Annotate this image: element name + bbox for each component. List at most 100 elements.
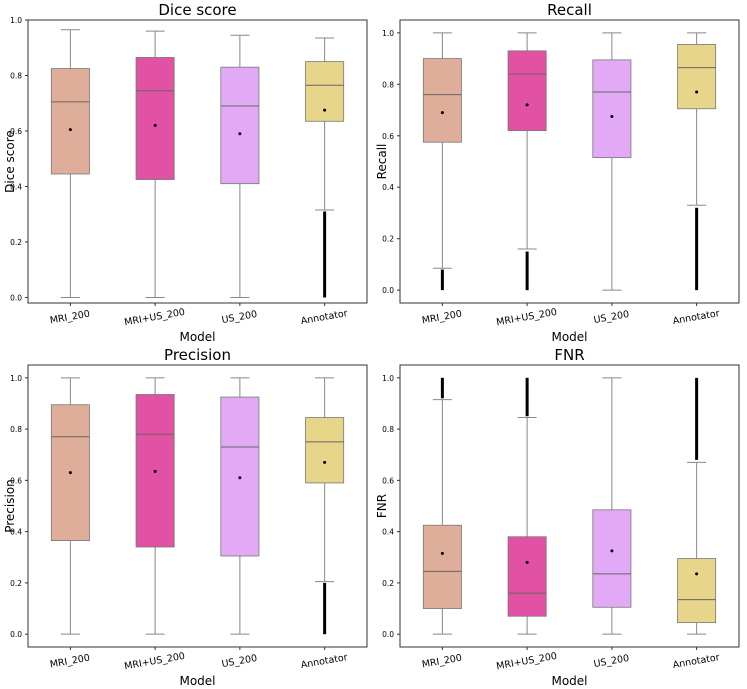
y-axis-label: Dice score bbox=[3, 130, 17, 193]
chart-title: Precision bbox=[164, 346, 231, 364]
mean-marker bbox=[153, 123, 157, 127]
y-tick-label: 0.4 bbox=[10, 182, 22, 191]
box-annotator bbox=[677, 377, 717, 635]
y-tick-label: 0.2 bbox=[382, 579, 394, 588]
box-iqr bbox=[592, 59, 632, 159]
box-annotator bbox=[305, 37, 345, 298]
chart-panel-4: FNR FNR Model 0.0 0.2 0.4 0.6 0.8 1.0 MRI_200 MRI+… bbox=[375, 346, 740, 688]
box-iqr bbox=[422, 524, 462, 609]
x-tick-label: US_200 bbox=[593, 653, 630, 670]
box-iqr bbox=[677, 44, 717, 110]
chart-title: FNR bbox=[554, 346, 584, 364]
box-iqr bbox=[677, 558, 717, 624]
y-tick-label: 0.6 bbox=[382, 132, 394, 141]
box-mri-200 bbox=[422, 32, 462, 291]
x-axis-label: Model bbox=[179, 674, 215, 688]
x-tick-label: Annotator bbox=[300, 308, 349, 327]
box-mri-200 bbox=[50, 377, 90, 635]
chart-title: Dice score bbox=[158, 1, 236, 19]
box-iqr bbox=[422, 58, 462, 143]
x-tick-label: MRI_200 bbox=[49, 309, 91, 327]
plot-frame bbox=[27, 364, 368, 648]
mean-marker bbox=[525, 560, 529, 564]
plot-frame bbox=[399, 364, 740, 648]
x-tick-label: US_200 bbox=[221, 653, 258, 670]
box-us-200 bbox=[220, 34, 260, 298]
y-tick-label: 0.4 bbox=[382, 183, 394, 192]
y-axis-label: Recall bbox=[375, 144, 389, 180]
y-tick-label: 0.6 bbox=[382, 476, 394, 485]
y-tick-label: 0.0 bbox=[382, 630, 394, 639]
mean-marker bbox=[695, 90, 699, 94]
x-tick-label: MRI+US_200 bbox=[495, 307, 557, 329]
y-tick-label: 0.6 bbox=[10, 127, 22, 136]
box-mri-us-200 bbox=[135, 30, 175, 298]
mean-marker bbox=[323, 108, 327, 112]
y-tick-label: 0.4 bbox=[382, 528, 394, 537]
y-tick-label: 0.0 bbox=[10, 630, 22, 639]
x-tick-label: MRI_200 bbox=[421, 653, 463, 671]
box-us-200 bbox=[592, 32, 632, 291]
x-tick-label: MRI_200 bbox=[49, 653, 91, 671]
mean-marker bbox=[440, 551, 444, 555]
mean-marker bbox=[525, 103, 529, 107]
x-axis-label: Model bbox=[551, 330, 587, 344]
box-iqr bbox=[305, 61, 345, 122]
y-tick-label: 0.2 bbox=[382, 235, 394, 244]
mean-marker bbox=[68, 128, 72, 132]
x-tick-label: Annotator bbox=[672, 652, 721, 671]
box-us-200 bbox=[220, 377, 260, 635]
y-tick-label: 0.4 bbox=[10, 528, 22, 537]
x-axis-label: Model bbox=[179, 330, 215, 344]
x-tick-label: MRI+US_200 bbox=[495, 651, 557, 673]
mean-marker bbox=[323, 460, 327, 464]
box-us-200 bbox=[592, 377, 632, 635]
box-iqr bbox=[50, 68, 90, 175]
x-tick-label: MRI_200 bbox=[421, 309, 463, 327]
x-axis-label: Model bbox=[551, 674, 587, 688]
y-tick-label: 1.0 bbox=[382, 374, 394, 383]
box-annotator bbox=[677, 32, 717, 291]
y-tick-label: 0.2 bbox=[10, 579, 22, 588]
y-tick-label: 0.6 bbox=[10, 476, 22, 485]
mean-marker bbox=[153, 469, 157, 473]
mean-marker bbox=[610, 114, 614, 118]
y-tick-label: 1.0 bbox=[10, 374, 22, 383]
y-tick-label: 0.0 bbox=[382, 286, 394, 295]
y-tick-label: 0.8 bbox=[10, 425, 22, 434]
x-tick-label: US_200 bbox=[593, 309, 630, 326]
x-tick-label: MRI+US_200 bbox=[123, 307, 185, 329]
y-tick-label: 0.8 bbox=[10, 71, 22, 80]
mean-marker bbox=[238, 476, 242, 480]
x-tick-label: Annotator bbox=[300, 652, 349, 671]
mean-marker bbox=[440, 111, 444, 115]
mean-marker bbox=[68, 471, 72, 475]
chart-panel-2: Recall Recall Model 0.0 0.2 0.4 0.6 0.8 1.0 MRI_2… bbox=[375, 1, 740, 344]
box-mri-200 bbox=[422, 377, 462, 635]
y-tick-label: 1.0 bbox=[10, 16, 22, 25]
box-iqr bbox=[507, 50, 547, 132]
y-axis-label: FNR bbox=[375, 494, 389, 518]
mean-marker bbox=[238, 132, 242, 136]
box-iqr bbox=[507, 536, 547, 617]
box-iqr bbox=[592, 509, 632, 608]
x-tick-label: US_200 bbox=[221, 309, 258, 326]
box-iqr bbox=[305, 417, 345, 484]
y-tick-label: 0.8 bbox=[382, 425, 394, 434]
box-iqr bbox=[220, 66, 260, 185]
plot-frame bbox=[399, 19, 740, 304]
mean-marker bbox=[695, 572, 699, 576]
chart-title: Recall bbox=[547, 1, 592, 19]
chart-panel-3: Precision Precision Model 0.0 0.2 0.4 0.6 0.8 1.… bbox=[3, 346, 368, 688]
mean-marker bbox=[610, 549, 614, 553]
y-axis-label: Precision bbox=[3, 479, 17, 533]
y-tick-label: 0.2 bbox=[10, 238, 22, 247]
box-iqr bbox=[220, 396, 260, 557]
box-iqr bbox=[135, 57, 175, 180]
box-annotator bbox=[305, 377, 345, 635]
box-mri-us-200 bbox=[507, 377, 547, 635]
chart-panel-1: Dice score Dice score Model 0.0 0.2 0.4 0.6 0.8… bbox=[3, 1, 368, 344]
x-tick-label: Annotator bbox=[672, 308, 721, 327]
box-mri-us-200 bbox=[135, 377, 175, 635]
